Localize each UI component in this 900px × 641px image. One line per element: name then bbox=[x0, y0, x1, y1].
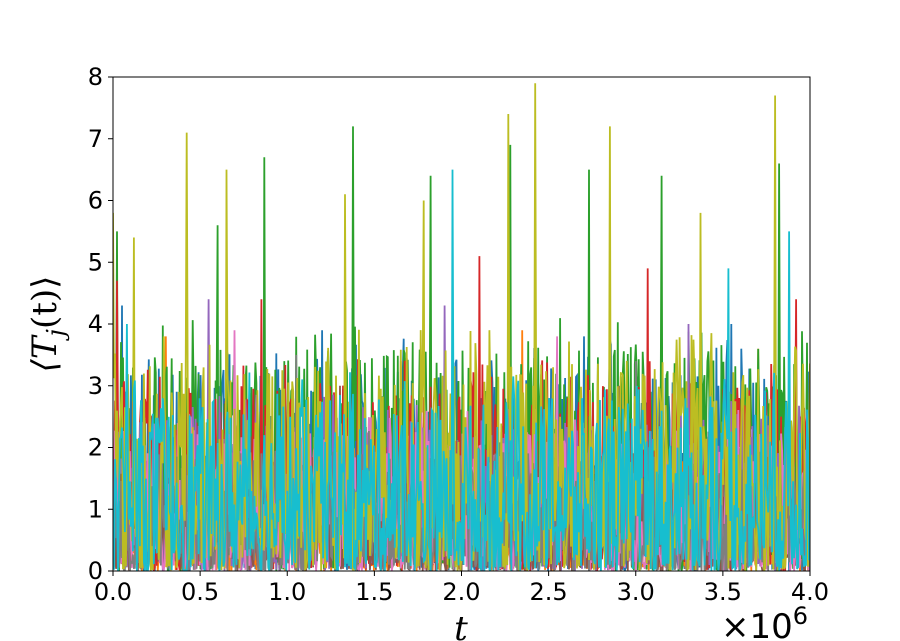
x-axis-label: t bbox=[454, 609, 468, 641]
y-tick-label: 6 bbox=[88, 187, 103, 215]
y-tick-label: 0 bbox=[88, 557, 103, 585]
x-tick-label: 0.0 bbox=[94, 578, 132, 606]
x-tick-label: 3.5 bbox=[704, 578, 742, 606]
x-tick-label: 0.5 bbox=[181, 578, 219, 606]
y-axis-label: ⟨Tj(t)⟩ bbox=[25, 276, 70, 373]
series-line-10 bbox=[113, 169, 810, 571]
x-tick-label: 2.5 bbox=[530, 578, 568, 606]
y-tick-label: 7 bbox=[88, 125, 103, 153]
x-tick-label: 2.0 bbox=[442, 578, 480, 606]
y-tick-label: 4 bbox=[88, 310, 103, 338]
y-tick-label: 1 bbox=[88, 495, 103, 523]
y-tick-label: 3 bbox=[88, 372, 103, 400]
y-tick-label: 2 bbox=[88, 434, 103, 462]
series-layer bbox=[113, 83, 810, 571]
x-tick-label: 1.5 bbox=[355, 578, 393, 606]
y-tick-label: 5 bbox=[88, 248, 103, 276]
x-axis: 0.0 0.5 1.0 1.5 2.0 2.5 3.0 3.5 4.0 bbox=[94, 571, 829, 606]
y-tick-label: 8 bbox=[88, 63, 103, 91]
x-offset-label: ×106 bbox=[721, 602, 808, 641]
x-tick-label: 1.0 bbox=[268, 578, 306, 606]
x-tick-label: 3.0 bbox=[617, 578, 655, 606]
y-axis: 0 1 2 3 4 5 6 7 8 bbox=[88, 63, 113, 585]
x-tick-label: 4.0 bbox=[791, 578, 829, 606]
